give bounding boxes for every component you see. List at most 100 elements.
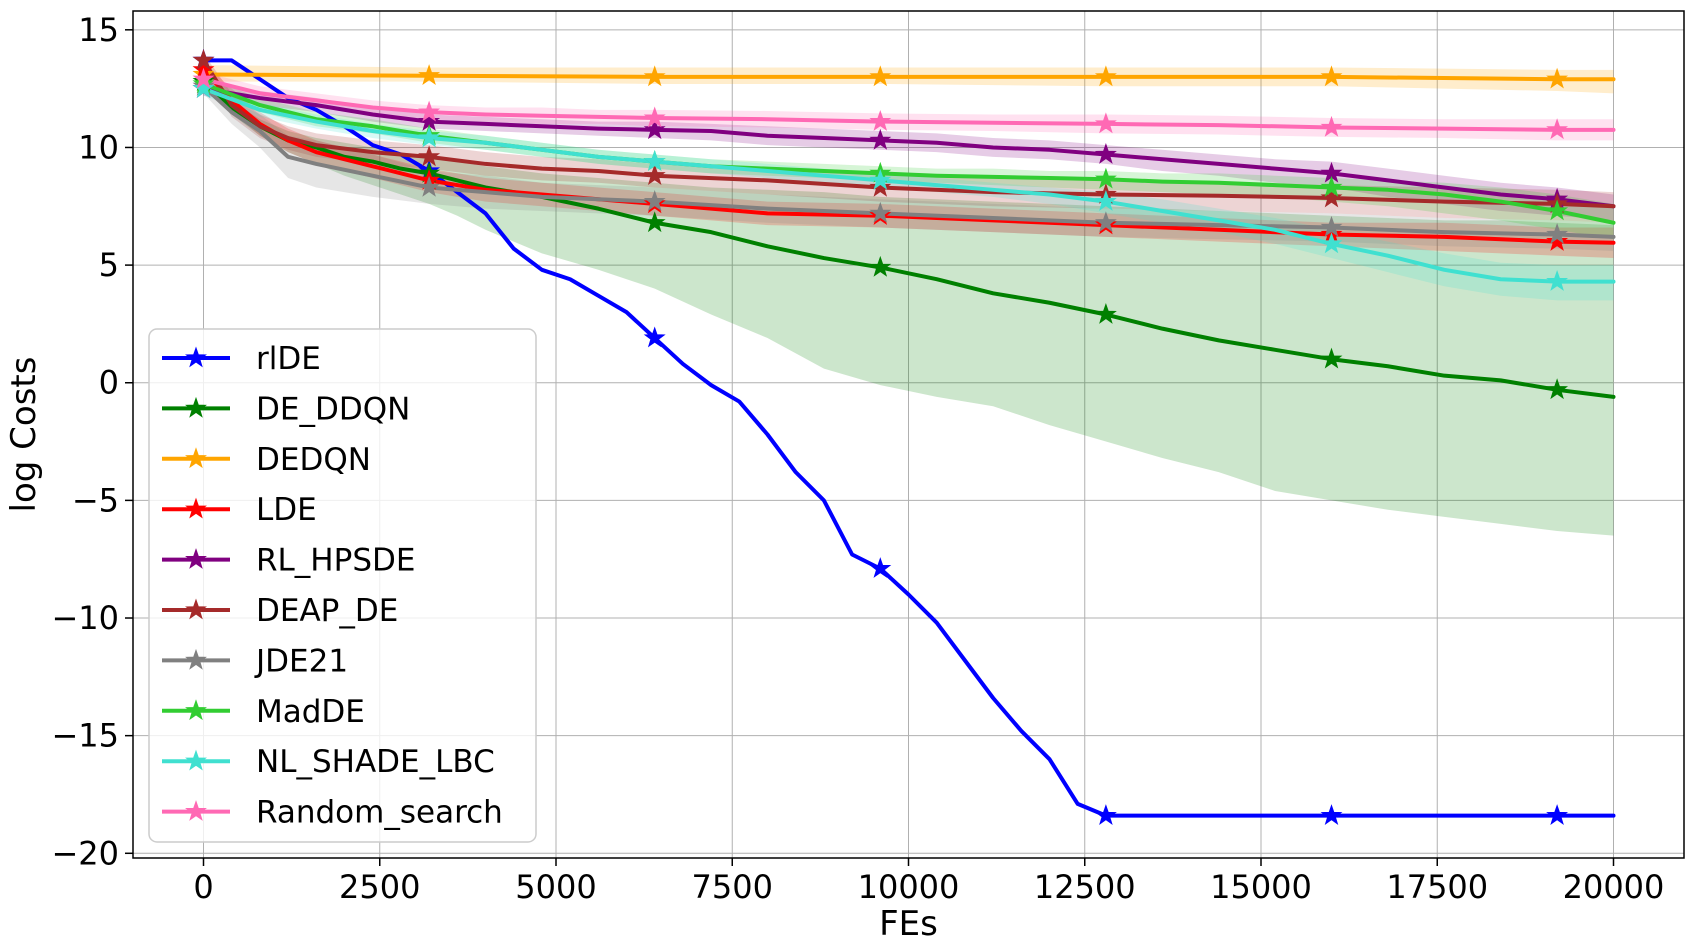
y-tick-label: 10 bbox=[78, 128, 119, 166]
data-point-random_search bbox=[1320, 115, 1343, 137]
data-point-rl_hpsde bbox=[869, 128, 892, 150]
data-point-rlde bbox=[1546, 804, 1569, 825]
series-line-jde21 bbox=[201, 84, 1616, 239]
data-point-deap_de bbox=[869, 175, 892, 197]
data-point-random_search bbox=[869, 110, 892, 131]
series-line-nl_shade_lbc bbox=[201, 86, 1616, 284]
data-point-de_ddqn bbox=[643, 211, 666, 233]
legend-marker bbox=[185, 598, 207, 620]
data-point-dedqn bbox=[1094, 65, 1117, 87]
data-point-dedqn bbox=[643, 65, 666, 87]
legend-marker bbox=[185, 396, 207, 418]
band-de_ddqn bbox=[203, 76, 1614, 536]
data-point-rl_hpsde bbox=[1094, 142, 1117, 164]
data-point-rlde bbox=[643, 326, 666, 348]
legend-label: rlDE bbox=[256, 341, 321, 377]
data-point-dedqn bbox=[1546, 67, 1569, 89]
data-point-jde21 bbox=[1546, 222, 1569, 244]
data-point-dedqn bbox=[418, 64, 441, 86]
y-axis-label: log Costs bbox=[4, 357, 44, 513]
legend-label: DEAP_DE bbox=[256, 593, 398, 629]
data-point-random_search bbox=[192, 67, 215, 89]
legend-marker bbox=[185, 548, 207, 569]
data-point-rlde bbox=[869, 557, 892, 578]
data-point-dedqn bbox=[1320, 65, 1343, 87]
legend-label: MadDE bbox=[256, 694, 365, 730]
data-point-jde21 bbox=[418, 175, 441, 197]
y-tick-label: −5 bbox=[72, 481, 119, 519]
legend: rlDE DE_DDQN DEDQN LDE RL_HPSDE DEAP_DE JDE21 M… bbox=[148, 328, 537, 843]
data-point-de_ddqn bbox=[1094, 302, 1117, 324]
data-point-nl_shade_lbc bbox=[643, 150, 666, 171]
legend-label: LDE bbox=[256, 492, 317, 528]
x-tick-label: 17500 bbox=[1386, 868, 1488, 906]
data-point-deap_de bbox=[192, 48, 215, 70]
data-point-lde bbox=[1546, 230, 1569, 251]
data-point-deap_de bbox=[643, 164, 666, 186]
legend-marker bbox=[185, 749, 207, 771]
data-point-jde21 bbox=[869, 201, 892, 223]
data-point-madde bbox=[1094, 167, 1117, 189]
band-dedqn bbox=[203, 65, 1614, 94]
legend-marker bbox=[185, 800, 207, 821]
data-point-nl_shade_lbc bbox=[1320, 232, 1343, 254]
legend-label: JDE21 bbox=[254, 643, 348, 679]
legend-box bbox=[148, 328, 537, 843]
x-tick-label: 7500 bbox=[692, 868, 773, 906]
x-tick-label: 10000 bbox=[858, 868, 960, 906]
data-point-madde bbox=[1320, 175, 1343, 197]
legend-marker bbox=[185, 346, 207, 368]
legend-marker bbox=[185, 699, 207, 721]
x-axis-label: FEs bbox=[879, 904, 938, 944]
data-point-random_search bbox=[1094, 112, 1117, 134]
y-tick-label: 15 bbox=[78, 11, 119, 49]
y-tick-label: −10 bbox=[51, 599, 119, 637]
legend-marker bbox=[185, 497, 207, 519]
legend-label: DEDQN bbox=[256, 442, 371, 478]
data-point-de_ddqn bbox=[869, 255, 892, 277]
data-point-random_search bbox=[643, 106, 666, 128]
y-tick-label: −20 bbox=[51, 834, 119, 872]
data-point-nl_shade_lbc bbox=[1546, 270, 1569, 291]
x-tick-label: 0 bbox=[193, 868, 213, 906]
data-point-jde21 bbox=[1094, 211, 1117, 233]
band-nl_shade_lbc bbox=[203, 81, 1614, 301]
y-tick-label: −15 bbox=[51, 717, 119, 755]
series-line-dedqn bbox=[201, 72, 1616, 82]
data-point-random_search bbox=[1546, 118, 1569, 140]
legend-label: NL_SHADE_LBC bbox=[256, 744, 495, 780]
data-point-de_ddqn bbox=[1546, 378, 1569, 400]
band-jde21 bbox=[203, 79, 1614, 251]
x-tick-label: 20000 bbox=[1563, 868, 1665, 906]
x-tick-label: 5000 bbox=[515, 868, 596, 906]
legend-marker bbox=[185, 648, 207, 670]
x-tick-label: 12500 bbox=[1034, 868, 1136, 906]
data-point-rlde bbox=[1094, 804, 1117, 825]
data-point-rl_hpsde bbox=[643, 118, 666, 140]
data-point-dedqn bbox=[869, 65, 892, 87]
data-point-nl_shade_lbc bbox=[1094, 190, 1117, 211]
legend-marker bbox=[185, 447, 207, 469]
axis-ticks: 0 2500 5000 7500 10000 12500 15000 17500 20000 15… bbox=[51, 11, 1664, 906]
series-line-deap_de bbox=[201, 58, 1616, 209]
data-point-random_search bbox=[418, 100, 441, 122]
x-tick-label: 2500 bbox=[339, 868, 420, 906]
series-line-rl_hpsde bbox=[201, 86, 1616, 209]
y-tick-label: 0 bbox=[99, 364, 119, 402]
data-point-nl_shade_lbc bbox=[869, 168, 892, 190]
series-line-random_search bbox=[201, 77, 1616, 132]
data-point-jde21 bbox=[643, 190, 666, 211]
series-markers bbox=[192, 48, 1569, 825]
data-point-deap_de bbox=[418, 145, 441, 167]
band-rl_hpsde bbox=[203, 81, 1614, 221]
band-random_search bbox=[203, 72, 1614, 141]
data-point-madde bbox=[1546, 199, 1569, 221]
legend-label: Random_search bbox=[256, 795, 503, 831]
y-tick-label: 5 bbox=[99, 246, 119, 284]
data-point-de_ddqn bbox=[1320, 347, 1343, 369]
band-deap_de bbox=[203, 53, 1614, 223]
legend-label: RL_HPSDE bbox=[256, 543, 415, 579]
data-point-rlde bbox=[1320, 804, 1343, 825]
data-point-deap_de bbox=[1320, 186, 1343, 208]
